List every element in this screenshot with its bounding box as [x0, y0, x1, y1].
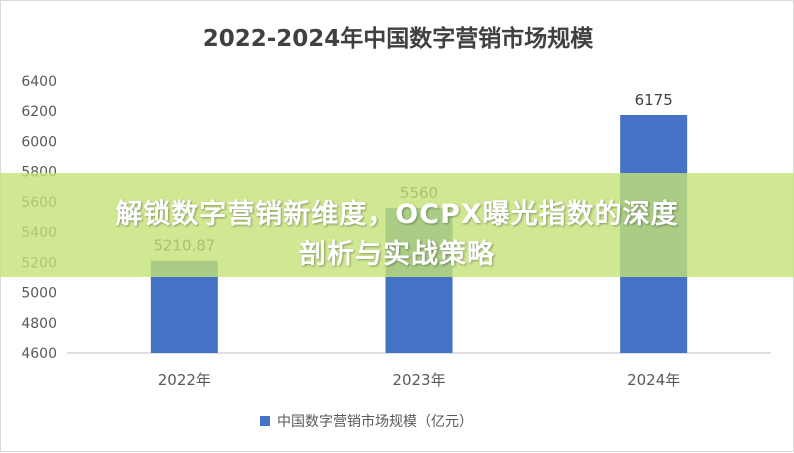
x-tick-label: 2022年 — [158, 371, 211, 389]
chart-title: 2022-2024年中国数字营销市场规模 — [203, 25, 595, 52]
y-tick-label: 6000 — [21, 134, 57, 150]
banner-headline-line-1: 解锁数字营销新维度，OCPX曝光指数的深度 — [115, 199, 679, 230]
y-tick-label: 6200 — [21, 104, 57, 120]
y-tick-label: 4800 — [21, 316, 57, 332]
overlay-banner — [0, 173, 794, 277]
data-label-3: 6175 — [635, 91, 673, 109]
y-tick-label: 6400 — [21, 74, 57, 90]
banner-headline-line-2: 剖析与实战策略 — [299, 239, 495, 270]
y-tick-label: 4600 — [21, 346, 57, 362]
x-tick-label: 2024年 — [627, 371, 680, 389]
y-tick-label: 5000 — [21, 286, 57, 302]
x-tick-label: 2023年 — [392, 371, 445, 389]
legend-swatch — [260, 416, 270, 426]
legend-label: 中国数字营销市场规模（亿元） — [277, 413, 473, 430]
x-axis: 2022年 2023年 2024年 — [158, 371, 681, 389]
legend: 中国数字营销市场规模（亿元） — [260, 413, 473, 430]
